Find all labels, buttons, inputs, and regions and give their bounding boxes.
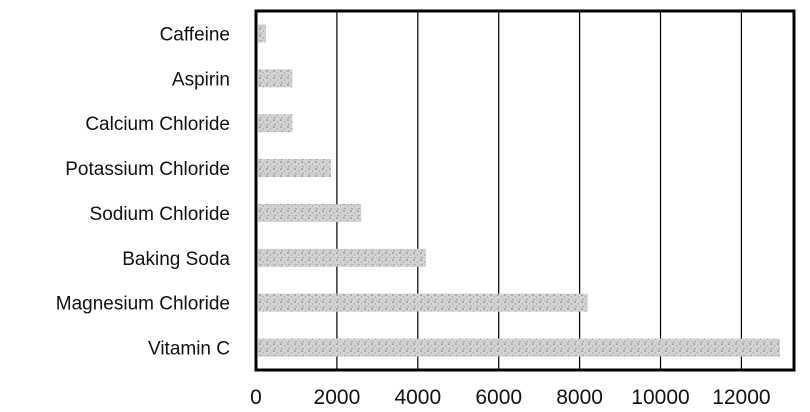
bar-potassium-chloride [258, 159, 331, 178]
x-tick-label-8000: 8000 [556, 386, 603, 409]
category-label-sodium-chloride: Sodium Chloride [90, 204, 230, 225]
bar-vitamin-c [258, 338, 780, 357]
gridlines [336, 11, 743, 370]
x-tick-label-10000: 10000 [631, 386, 689, 409]
bar-calcium-chloride [258, 114, 293, 133]
x-tick-label-2000: 2000 [314, 386, 361, 409]
x-tick-label-4000: 4000 [394, 386, 441, 409]
category-label-potassium-chloride: Potassium Chloride [65, 159, 230, 180]
category-label-baking-soda: Baking Soda [122, 249, 230, 270]
bar-caffeine [258, 24, 267, 43]
category-label-calcium-chloride: Calcium Chloride [85, 114, 230, 135]
category-label-magnesium-chloride: Magnesium Chloride [56, 294, 230, 315]
bar-baking-soda [258, 248, 426, 267]
category-label-vitamin-c: Vitamin C [148, 339, 230, 360]
x-tick-label-0: 0 [250, 386, 262, 409]
x-tick-label-6000: 6000 [475, 386, 522, 409]
x-tick-label-12000: 12000 [712, 386, 770, 409]
bars [258, 24, 780, 357]
plot-frame [254, 9, 796, 372]
category-label-caffeine: Caffeine [160, 24, 230, 45]
x-tick-labels: 0 2000 4000 6000 8000 10000 12000 [250, 386, 770, 409]
bar-aspirin [258, 69, 293, 88]
bar-magnesium-chloride [258, 293, 588, 312]
category-labels: Caffeine Aspirin Calcium Chloride Potassium… [56, 24, 231, 359]
bar-sodium-chloride [258, 203, 362, 222]
category-label-aspirin: Aspirin [172, 69, 230, 90]
